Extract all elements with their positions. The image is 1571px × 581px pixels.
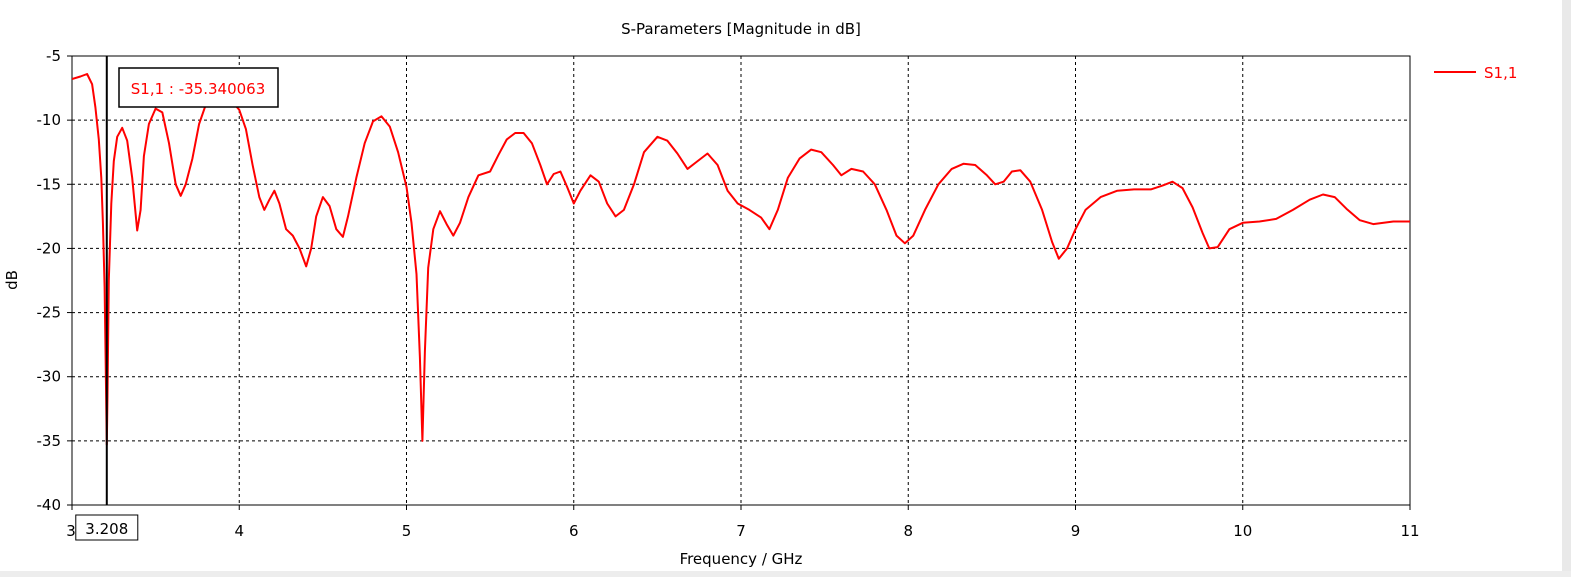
marker-frequency-box-frame <box>75 514 139 541</box>
s11-series-line[interactable] <box>72 73 1410 446</box>
y-tick-label: -20 <box>37 239 62 257</box>
y-tick-label: -40 <box>37 496 62 514</box>
x-tick-label: 6 <box>569 522 579 540</box>
y-tick-label: -5 <box>46 47 61 65</box>
window-bottom-edge <box>0 571 1571 577</box>
x-axis-label: Frequency / GHz <box>680 550 803 568</box>
x-tick-label: 10 <box>1233 522 1252 540</box>
legend[interactable]: S1,1 <box>1434 64 1517 82</box>
x-tick-label: 11 <box>1400 522 1419 540</box>
x-tick-label: 7 <box>736 522 746 540</box>
marker-readout-label: S1,1 : -35.340063 <box>131 80 266 98</box>
y-tick-label: -30 <box>37 368 62 386</box>
marker-readout-box <box>118 67 279 108</box>
chart-title: S-Parameters [Magnitude in dB] <box>621 20 861 38</box>
x-tick-label: 3 <box>66 522 76 540</box>
marker-readout[interactable]: S1,1 : -35.340063 <box>118 67 279 108</box>
y-tick-label: -25 <box>37 304 62 322</box>
y-tick-label: -35 <box>37 432 62 450</box>
x-tick-label: 4 <box>234 522 244 540</box>
x-tick-label: 8 <box>903 522 913 540</box>
marker-frequency-box[interactable]: 3.208 <box>75 514 139 541</box>
marker-frequency-label: 3.208 <box>85 520 128 538</box>
legend-label-s11: S1,1 <box>1484 64 1517 82</box>
window-edge <box>1562 0 1571 577</box>
y-tick-label: -10 <box>37 111 62 129</box>
y-axis-label: dB <box>3 270 21 290</box>
grid-lines <box>72 56 1410 505</box>
x-tick-label: 9 <box>1071 522 1081 540</box>
x-tick-label: 5 <box>402 522 412 540</box>
axis-ticks: 3 4 5 6 7 8 9 10 11 -5 -10 -15 -20 -25 -30 -35 -40 <box>37 47 1420 540</box>
y-tick-label: -15 <box>37 175 62 193</box>
